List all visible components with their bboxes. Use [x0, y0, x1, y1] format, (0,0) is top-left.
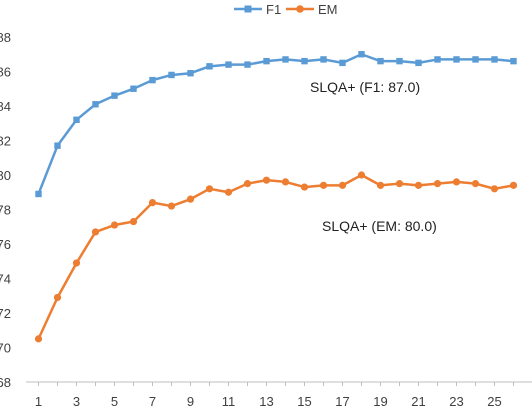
data-point-f1 [339, 59, 346, 67]
x-tick-label: 25 [487, 394, 501, 408]
legend-marker-em [296, 5, 304, 13]
data-point-em [281, 178, 290, 186]
annotation-f1: SLQA+ (F1: 87.0) [310, 79, 420, 95]
y-tick-label: 84 [0, 99, 11, 114]
data-point-em [34, 335, 43, 343]
data-point-em [376, 181, 385, 189]
data-point-f1 [206, 63, 213, 70]
data-point-f1 [130, 85, 137, 92]
x-tick-label: 23 [449, 394, 463, 408]
x-tick-label: 21 [411, 394, 425, 408]
x-axis-ticks: 1 3 5 7 9 11 13 15 17 19 21 23 25 [35, 382, 514, 408]
legend: F1 EM [234, 2, 338, 17]
data-point-em [129, 217, 138, 226]
y-tick-label: 82 [0, 134, 11, 149]
series-line-f1 [37, 53, 514, 195]
legend-marker-f1 [244, 5, 252, 13]
x-tick-label: 13 [259, 394, 273, 408]
data-point-em [262, 176, 271, 184]
legend-label-em: EM [318, 2, 338, 17]
data-point-f1 [225, 61, 232, 68]
data-point-em [167, 202, 176, 210]
data-point-em [490, 185, 499, 193]
data-point-em [509, 181, 518, 189]
data-point-em [471, 180, 480, 188]
y-tick-label: 74 [0, 272, 11, 287]
data-point-f1 [73, 116, 80, 123]
data-point-em [300, 183, 309, 191]
data-point-f1 [111, 92, 118, 99]
x-tick-label: 11 [222, 394, 236, 408]
data-point-f1 [396, 57, 403, 65]
data-point-em [395, 180, 404, 188]
data-point-em [53, 293, 62, 302]
data-point-em [72, 259, 81, 267]
x-tick-label: 17 [335, 394, 349, 408]
x-tick-label: 1 [35, 394, 42, 408]
data-point-f1 [92, 101, 99, 108]
y-tick-label: 78 [0, 203, 11, 218]
legend-label-f1: F1 [266, 2, 281, 17]
data-point-em [433, 180, 442, 188]
y-tick-label: 76 [0, 237, 11, 252]
data-point-f1 [149, 76, 156, 84]
data-point-f1 [491, 56, 498, 63]
data-point-f1 [301, 57, 308, 65]
data-point-f1 [35, 190, 42, 198]
x-tick-label: 9 [187, 394, 194, 408]
legend-item-em: EM [286, 2, 338, 17]
data-point-em [452, 178, 461, 186]
data-point-f1 [472, 56, 479, 63]
data-point-f1 [377, 57, 384, 65]
x-tick-label: 3 [73, 394, 80, 408]
y-tick-label: 72 [0, 306, 11, 321]
data-point-f1 [510, 57, 517, 65]
data-point-f1 [282, 56, 289, 63]
data-point-f1 [434, 56, 441, 63]
data-point-f1 [358, 51, 365, 58]
x-tick-label: 5 [111, 394, 118, 408]
y-axis-ticks: 68 70 72 74 76 78 80 82 84 86 88 [0, 30, 11, 390]
data-point-em [91, 228, 100, 236]
data-point-em [110, 221, 119, 229]
annotation-em: SLQA+ (EM: 80.0) [322, 218, 437, 234]
data-point-f1 [168, 71, 175, 79]
y-tick-label: 80 [0, 168, 11, 183]
data-point-f1 [453, 56, 460, 63]
series-layer [34, 51, 518, 343]
data-point-f1 [54, 142, 61, 149]
data-point-em [148, 199, 157, 207]
data-point-em [338, 181, 347, 189]
data-point-em [319, 181, 328, 189]
series-line-em [37, 173, 514, 340]
y-tick-label: 86 [0, 65, 11, 80]
data-point-f1 [415, 59, 422, 67]
data-point-f1 [320, 56, 327, 63]
x-tick-label: 7 [149, 394, 156, 408]
x-tick-label: 19 [373, 394, 387, 408]
data-point-em [186, 195, 195, 203]
data-point-f1 [187, 70, 194, 77]
y-tick-label: 70 [0, 341, 11, 356]
data-point-em [205, 185, 214, 193]
data-point-f1 [244, 61, 251, 68]
legend-item-f1: F1 [234, 2, 281, 17]
data-point-em [243, 180, 252, 188]
y-tick-label: 88 [0, 30, 11, 45]
data-point-em [224, 188, 233, 196]
data-point-em [357, 171, 366, 179]
data-point-f1 [263, 57, 270, 65]
x-tick-label: 15 [297, 394, 311, 408]
data-point-em [414, 181, 423, 189]
y-tick-label: 68 [0, 375, 11, 390]
